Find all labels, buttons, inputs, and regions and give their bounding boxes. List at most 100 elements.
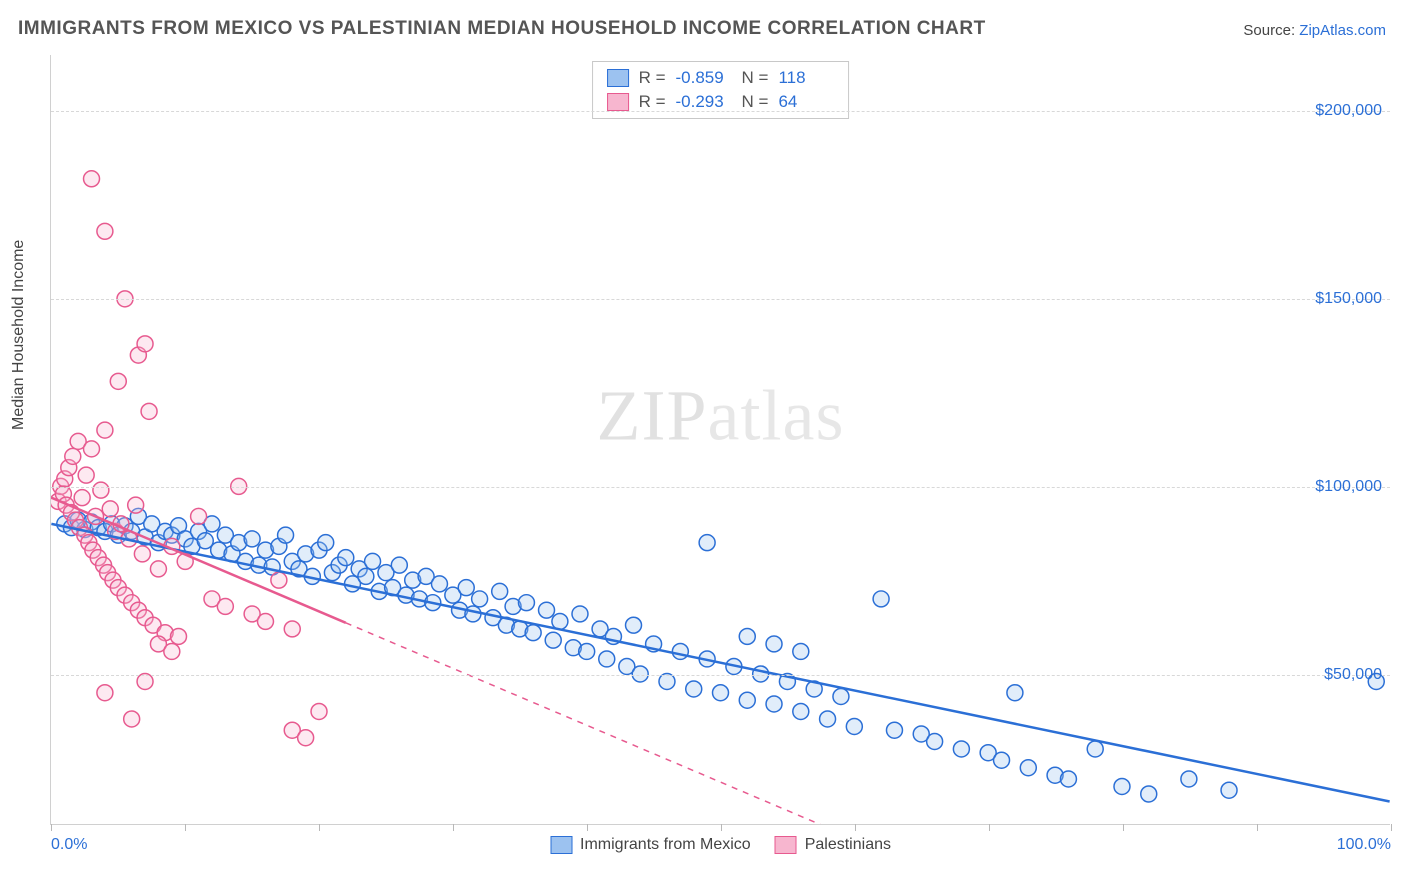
y-axis-label: Median Household Income — [10, 240, 28, 430]
data-point — [110, 527, 126, 543]
data-point — [820, 711, 836, 727]
legend-value: 64 — [778, 92, 834, 112]
data-point — [398, 587, 414, 603]
data-point — [579, 643, 595, 659]
data-point — [97, 685, 113, 701]
data-point — [84, 514, 100, 530]
data-point — [130, 347, 146, 363]
data-point — [512, 621, 528, 637]
x-tick-minor — [319, 824, 320, 831]
data-point — [88, 508, 104, 524]
regression-line — [51, 524, 1389, 802]
x-tick-minor — [51, 824, 52, 831]
data-point — [505, 598, 521, 614]
data-point — [953, 741, 969, 757]
legend-key: N = — [742, 92, 769, 112]
data-point — [90, 550, 106, 566]
data-point — [124, 595, 140, 611]
data-point — [699, 535, 715, 551]
x-tick-minor — [587, 824, 588, 831]
watermark: ZIPatlas — [597, 375, 845, 458]
legend-value: -0.293 — [676, 92, 732, 112]
legend-key: R = — [639, 68, 666, 88]
legend-key: R = — [639, 92, 666, 112]
data-point — [71, 520, 87, 536]
data-point — [779, 673, 795, 689]
data-point — [886, 722, 902, 738]
data-point — [1221, 782, 1237, 798]
legend-label: Palestinians — [805, 836, 891, 854]
data-point — [1114, 778, 1130, 794]
data-point — [518, 595, 534, 611]
data-point — [378, 565, 394, 581]
data-point — [141, 403, 157, 419]
data-point — [1141, 786, 1157, 802]
data-point — [1020, 760, 1036, 776]
chart-container: IMMIGRANTS FROM MEXICO VS PALESTINIAN ME… — [0, 0, 1406, 892]
y-tick-label: $200,000 — [1315, 102, 1382, 120]
data-point — [806, 681, 822, 697]
x-tick-minor — [855, 824, 856, 831]
data-point — [164, 643, 180, 659]
data-point — [57, 471, 73, 487]
data-point — [134, 546, 150, 562]
data-point — [217, 527, 233, 543]
data-point — [465, 606, 481, 622]
x-tick-label: 0.0% — [51, 836, 87, 854]
data-point — [659, 673, 675, 689]
data-point — [231, 535, 247, 551]
data-point — [833, 688, 849, 704]
x-tick-minor — [1391, 824, 1392, 831]
data-point — [90, 520, 106, 536]
data-point — [164, 527, 180, 543]
data-point — [331, 557, 347, 573]
gridline-h — [51, 675, 1390, 676]
data-point — [365, 553, 381, 569]
data-point — [418, 568, 434, 584]
data-point — [371, 583, 387, 599]
x-tick-minor — [185, 824, 186, 831]
data-point — [110, 580, 126, 596]
regression-line — [51, 498, 345, 623]
chart-title: IMMIGRANTS FROM MEXICO VS PALESTINIAN ME… — [18, 18, 986, 40]
data-point — [164, 538, 180, 554]
data-point — [108, 523, 124, 539]
x-tick-label: 100.0% — [1337, 836, 1391, 854]
data-point — [93, 482, 109, 498]
scatter-svg — [51, 55, 1390, 824]
data-point — [351, 561, 367, 577]
data-point — [97, 422, 113, 438]
data-point — [284, 621, 300, 637]
data-point — [77, 527, 93, 543]
data-point — [605, 628, 621, 644]
y-tick-label: $50,000 — [1324, 666, 1382, 684]
data-point — [766, 636, 782, 652]
data-point — [599, 651, 615, 667]
data-point — [171, 628, 187, 644]
data-point — [81, 535, 97, 551]
legend-item: Immigrants from Mexico — [550, 836, 751, 854]
data-point — [324, 565, 340, 581]
data-point — [686, 681, 702, 697]
data-point — [61, 460, 77, 476]
data-point — [411, 591, 427, 607]
data-point — [85, 542, 101, 558]
data-point — [84, 171, 100, 187]
legend-key: N = — [742, 68, 769, 88]
data-point — [913, 726, 929, 742]
gridline-h — [51, 299, 1390, 300]
data-point — [51, 493, 66, 509]
legend-label: Immigrants from Mexico — [580, 836, 751, 854]
data-point — [873, 591, 889, 607]
data-point — [105, 572, 121, 588]
data-point — [67, 512, 83, 528]
data-point — [197, 533, 213, 549]
data-point — [204, 516, 220, 532]
data-point — [846, 718, 862, 734]
data-point — [726, 658, 742, 674]
gridline-h — [51, 111, 1390, 112]
data-point — [157, 523, 173, 539]
data-point — [237, 553, 253, 569]
data-point — [244, 606, 260, 622]
data-point — [224, 546, 240, 562]
